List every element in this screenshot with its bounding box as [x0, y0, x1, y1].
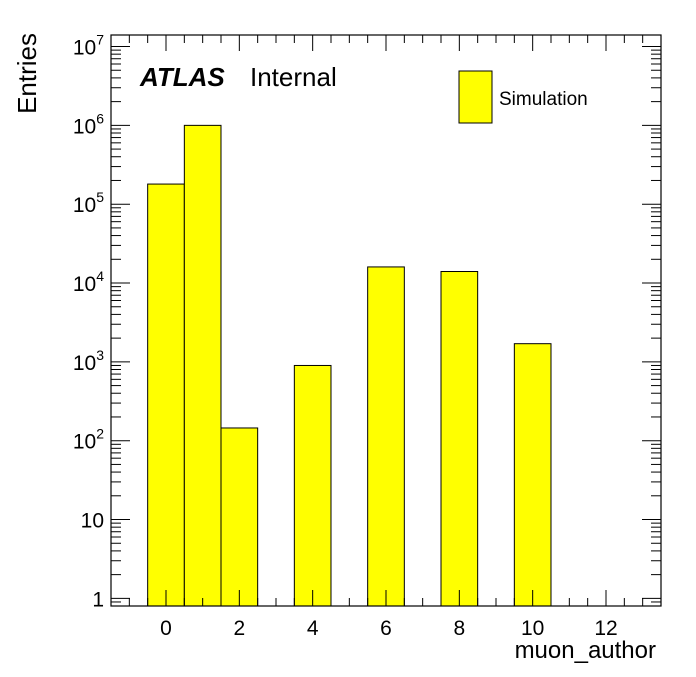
bars-layer: [147, 124, 552, 607]
x-tick-label: 10: [521, 617, 544, 640]
histogram-bar-8: [440, 271, 479, 607]
x-tick-label: 12: [594, 617, 617, 640]
x-axis-title: muon_author: [515, 637, 656, 664]
x-tick-label: 0: [160, 617, 172, 640]
x-tick-label: 8: [453, 617, 465, 640]
plot-frame: [110, 34, 662, 607]
x-tick-label: 4: [307, 617, 319, 640]
y-axis-title: Entries: [12, 33, 42, 114]
status-label: Internal: [250, 62, 337, 92]
histogram-bar-4: [293, 364, 332, 607]
histogram-bar-0: [147, 183, 185, 607]
legend-swatch: [458, 70, 493, 124]
labels-layer: 0 2 4 6 8 10 12 1 10 102 103 104 105 106 107: [73, 32, 618, 640]
y-tick-label: 102: [73, 426, 104, 454]
legend: Simulation: [458, 70, 588, 124]
y-tick-label: 1: [92, 588, 104, 611]
y-tick-label: 106: [73, 110, 104, 138]
experiment-label: ATLAS: [139, 62, 225, 92]
y-tick-label: 104: [73, 268, 104, 296]
y-tick-label: 105: [73, 189, 104, 217]
histogram-bar-2: [220, 427, 259, 607]
y-tick-label: 10: [81, 510, 104, 533]
x-tick-label: 6: [380, 617, 392, 640]
legend-entry-label: Simulation: [499, 89, 588, 110]
y-tick-label: 103: [73, 347, 104, 375]
histogram-bar-10: [513, 343, 552, 607]
ticks-layer: [110, 35, 662, 607]
histogram-bar-1: [183, 124, 222, 607]
y-tick-label: 107: [73, 32, 104, 60]
histogram-bar-6: [367, 266, 405, 607]
x-tick-label: 2: [233, 617, 245, 640]
